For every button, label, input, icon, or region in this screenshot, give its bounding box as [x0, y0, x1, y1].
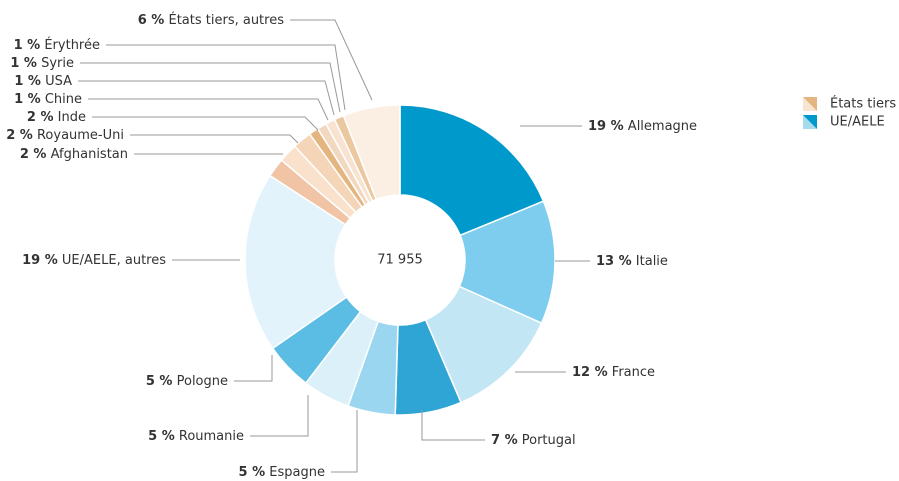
legend-label: États tiers [830, 96, 896, 112]
segment-label: 1 % Syrie [10, 56, 74, 71]
value-label: 6 % [138, 13, 165, 28]
segment-label: 1 % Érythrée [14, 37, 100, 53]
category-label: États tiers, autres [168, 12, 284, 28]
legend-icon [803, 97, 817, 111]
center-label: 71 955 [377, 253, 423, 268]
value-label: 7 % [491, 433, 518, 448]
segment-label: 5 % Pologne [146, 374, 228, 389]
value-label: 5 % [148, 429, 175, 444]
value-label: 1 % [14, 74, 41, 89]
leader-line [80, 62, 341, 113]
value-label: 19 % [588, 119, 624, 134]
segment-label: 13 % Italie [596, 254, 668, 269]
category-label: Roumanie [179, 429, 244, 444]
segment-label: 5 % Roumanie [148, 429, 244, 444]
value-label: 13 % [596, 254, 632, 269]
leader-line [106, 44, 346, 111]
leader-line [130, 134, 299, 144]
category-label: Italie [636, 254, 668, 269]
leader-line [331, 410, 358, 473]
leader-line [234, 355, 273, 382]
category-label: UE/AELE, autres [62, 253, 166, 268]
category-label: Pologne [177, 374, 228, 389]
category-label: USA [45, 74, 72, 89]
category-label: Syrie [41, 56, 74, 71]
donut-segment [244, 174, 348, 350]
value-label: 2 % [6, 128, 33, 143]
value-label: 1 % [14, 38, 41, 53]
segment-label: 6 % États tiers, autres [138, 12, 284, 28]
value-label: 5 % [239, 465, 266, 480]
category-label: Érythrée [44, 37, 100, 53]
segment-label: 2 % Royaume-Uni [6, 128, 124, 143]
leader-line [78, 80, 335, 116]
category-label: Inde [58, 110, 86, 125]
leader-line [88, 98, 329, 121]
value-label: 5 % [146, 374, 173, 389]
value-label: 1 % [10, 56, 37, 71]
value-label: 2 % [27, 110, 54, 125]
donut-segment [458, 200, 556, 325]
donut-segment [342, 104, 401, 201]
segment-label: 2 % Inde [27, 110, 86, 125]
leader-line [92, 116, 319, 131]
segment-label: 12 % France [572, 365, 655, 380]
category-label: Afghanistan [51, 147, 128, 162]
legend-label: UE/AELE [830, 115, 885, 130]
segment-label: 19 % UE/AELE, autres [22, 253, 166, 268]
category-label: Royaume-Uni [37, 128, 124, 143]
segment-label: 1 % Chine [14, 92, 82, 107]
segment-label: 7 % Portugal [491, 433, 576, 448]
segment-label: 19 % Allemagne [588, 119, 697, 134]
value-label: 19 % [22, 253, 58, 268]
segment-label: 5 % Espagne [239, 465, 325, 480]
category-label: Portugal [522, 433, 576, 448]
value-label: 2 % [20, 147, 47, 162]
value-label: 12 % [572, 365, 608, 380]
leader-line [250, 395, 309, 437]
category-label: Chine [45, 92, 82, 107]
segment-label: 1 % USA [14, 74, 72, 89]
leader-line [290, 19, 373, 101]
leader-line [421, 410, 485, 441]
value-label: 1 % [14, 92, 41, 107]
donut-segment [399, 104, 545, 237]
category-label: France [612, 365, 655, 380]
category-label: Allemagne [628, 119, 697, 134]
segment-label: 2 % Afghanistan [20, 147, 128, 162]
legend-icon [803, 115, 817, 129]
category-label: Espagne [269, 465, 325, 480]
